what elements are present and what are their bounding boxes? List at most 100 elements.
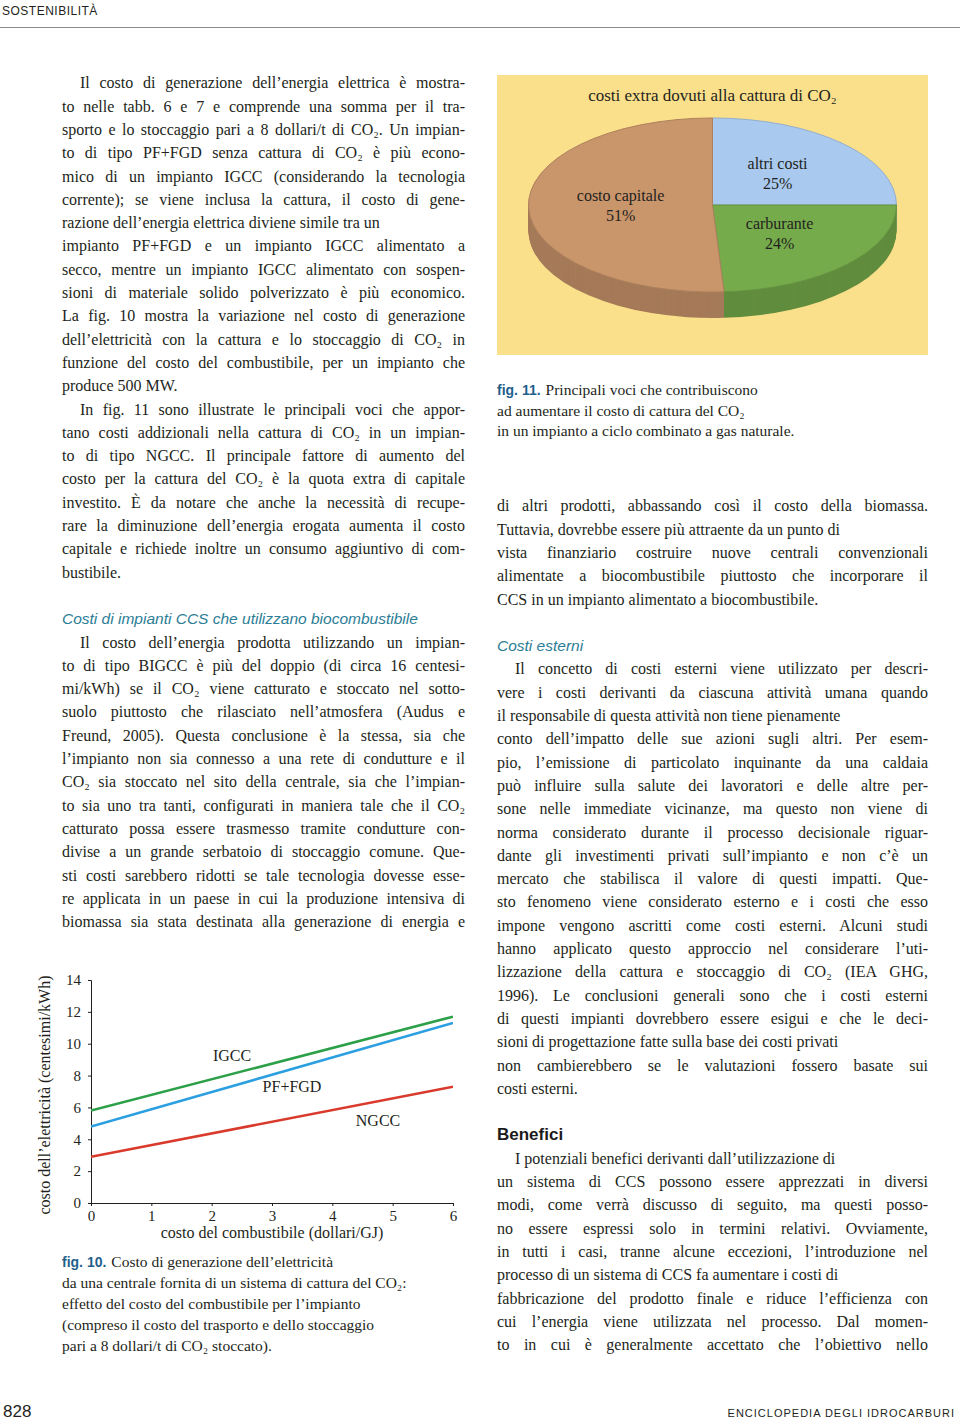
slice-value-label: 25% [763,175,792,192]
caption-text: Principali voci che contribuiscono [546,381,758,398]
caption-text: pari a 8 dollari/t di CO₂ stoccato). [62,1337,272,1354]
text-line: 1996). Le conclusioni generali sono che … [497,984,928,1007]
x-tick-label: 3 [269,1208,277,1224]
y-tick-mark [88,1076,91,1077]
x-tick-mark [272,1203,273,1206]
text-line: un sistema di CCS possono essere apprezz… [497,1170,928,1193]
text-line: sti costi sarebbero ridotti se tale tecn… [62,864,465,887]
page-number: 828 [3,1402,31,1422]
text-line: non cambierebbero se le valutazioni foss… [497,1054,928,1077]
x-tick: 6 [450,1203,458,1224]
caption-line: da una centrale fornita di un sistema di… [62,1273,407,1293]
y-tick-label: 0 [74,1195,82,1211]
page: SOSTENIBILITÀ Il costo di generazione del… [0,0,960,1425]
text-line: può influire sulla salute dei lavoratori… [497,774,928,797]
y-tick: 8 [74,1068,92,1084]
caption-line: effetto del costo del combustibile per l… [62,1294,360,1314]
pie-top [529,118,897,292]
y-tick-label: 10 [66,1036,81,1052]
y-tick-mark [88,1044,91,1045]
publication-name: ENCICLOPEDIA DEGLI IDROCARBURI [728,1407,955,1419]
y-tick: 6 [74,1100,92,1116]
text-line: di questi impianti dovrebbero essere esi… [497,1007,928,1030]
text-line: In fig. 11 sono illustrate le principali… [80,398,465,421]
text-line: I potenziali benefici derivanti dall’uti… [515,1147,835,1170]
section-subheading: Costi di impianti CCS che utilizzano bio… [62,607,418,630]
text-line: cui l’energia viene utilizzata nel proce… [497,1310,928,1333]
plot-area [91,1017,453,1157]
x-tick-label: 5 [389,1208,397,1224]
x-axis: 0123456 [88,1203,458,1224]
text-line: vere i costi derivanti da ciascuna attiv… [497,681,928,704]
caption-text: da una centrale fornita di un sistema di… [62,1274,407,1291]
x-tick: 3 [269,1203,277,1224]
text-line: corrente); se viene inclusa la cattura, … [62,188,465,211]
x-tick: 0 [88,1203,96,1224]
text-line: Il costo dell’energia prodotta utilizzan… [80,631,465,654]
x-tick-mark [151,1203,152,1206]
text-line: l’impianto non sia connesso a una rete d… [62,747,465,770]
text-line: tano costi addizionali nella cattura di … [62,421,465,444]
pie-slice [529,118,725,292]
x-tick-label: 6 [450,1208,458,1224]
text-line: to sia uno tra tanti, configurati in man… [62,794,465,817]
section-subheading: Costi esterni [497,634,583,657]
text-line: costo per la cattura del CO₂ è la quota … [62,467,465,490]
y-tick-mark [88,1171,91,1172]
text-line: bustibile. [62,561,121,584]
pie-chart: costi extra dovuti alla cattura di CO₂al… [497,75,928,355]
text-line: re applicata in un paese in cui la produ… [62,887,465,910]
y-tick-mark [88,1107,91,1108]
text-line: produce 500 MW. [62,374,177,397]
text-line: sto fenomeno viene considerato esterno e… [497,890,928,913]
text-line: capitale e richiede inoltre un consumo a… [62,537,465,560]
text-line: razione dell’energia elettrica diviene s… [62,211,380,234]
line-chart: 012345602468101214IGCCPF+FGDNGCCcosto de… [0,950,480,1250]
caption-text: effetto del costo del combustibile per l… [62,1295,360,1312]
y-axis-line [88,981,92,1204]
text-line: sone nelle immediate vicinanze, ma quest… [497,797,928,820]
series-label: PF+FGD [263,1078,322,1095]
text-line: Il costo di generazione dell’energia ele… [80,71,465,94]
x-tick-mark [393,1203,394,1206]
text-line: conto dell’impatto delle sue azioni sugl… [497,727,928,750]
running-header: SOSTENIBILITÀ [2,4,98,18]
pie-slice [713,205,897,292]
caption-label: fig. 11. [497,382,541,398]
x-tick-mark [212,1203,213,1206]
caption-label: fig. 10. [62,1254,106,1270]
caption-line: fig. 10.Costo di generazione dell’elettr… [62,1252,333,1272]
pie-side [713,206,897,293]
text-line: alimentate a biocombustibile piuttosto c… [497,564,928,587]
series-label: IGCC [213,1047,251,1064]
text-line: sioni di progettazione fatte sulla base … [497,1030,838,1053]
text-line: to di tipo NGCC. Il principale fattore d… [62,444,465,467]
caption-text: (compreso il costo del trasporto e dello… [62,1316,374,1333]
text-line: processo di un sistema di CCS fa aumenta… [497,1263,838,1286]
text-line: to di tipo BIGCC è più del doppio (di ci… [62,654,465,677]
x-tick-mark [453,1203,454,1206]
text-line: dell’elettricità con la cattura e lo sto… [62,328,465,351]
series-line [91,1087,453,1157]
text-line: Freund, 2005). Questa conclusione è la s… [62,724,465,747]
text-line: di altri prodotti, abbassando così il co… [497,494,928,517]
text-line: lizzazione della cattura e stoccaggio di… [497,960,928,983]
text-line: suolo piuttosto che rilasciato nell’atmo… [62,700,465,723]
text-line: to nelle tabb. 6 e 7 e comprende una som… [62,95,465,118]
text-line: modi, come verrà discusso di seguito, ma… [497,1193,928,1216]
y-tick-mark [88,1139,91,1140]
caption-line: in un impianto a ciclo combinato a gas n… [497,421,794,441]
y-tick-label: 8 [74,1068,82,1084]
slice-value-label: 51% [606,207,635,224]
series-label: NGCC [356,1112,400,1129]
caption-line: fig. 11. Principali voci che contribuisco… [497,380,758,400]
text-line: impone vengono ascritti come costi ester… [497,914,928,937]
text-line: secco, mentre un impianto IGCC alimentat… [62,258,465,281]
text-line: dante gli investimenti privati sull’impi… [497,844,928,867]
figure-background [497,75,928,355]
y-tick-label: 14 [66,972,82,988]
x-axis-line [92,1204,454,1207]
text-line: no essere espressi solo in termini relat… [497,1217,928,1240]
x-tick-label: 1 [148,1208,156,1224]
text-line: mercato che stabilisca il valore di ques… [497,867,928,890]
